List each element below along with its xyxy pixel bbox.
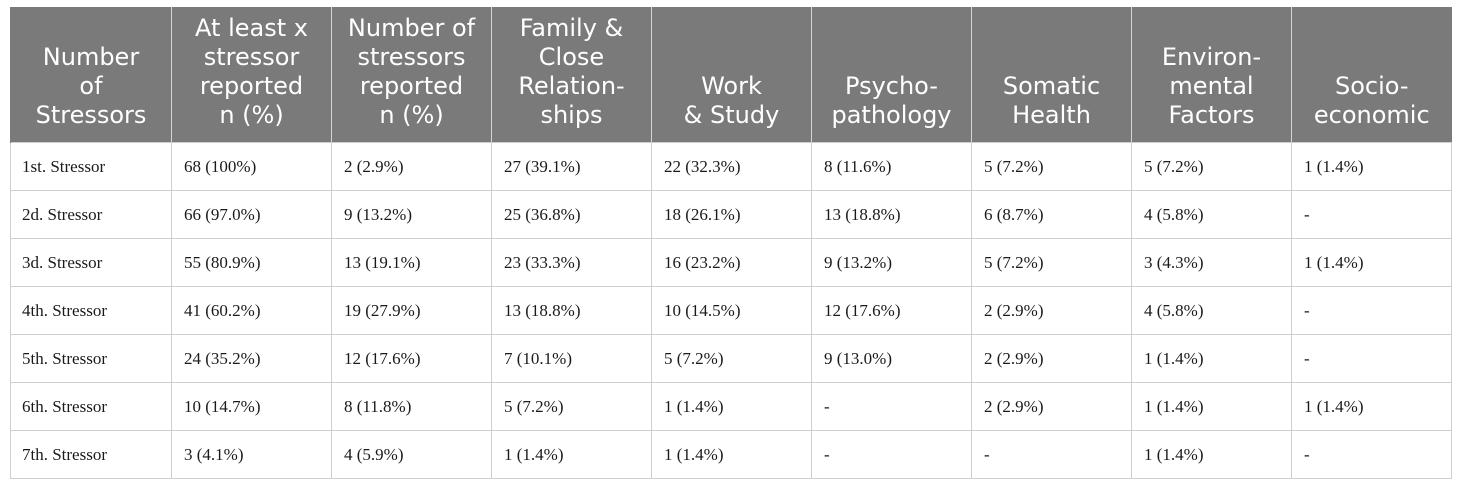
table-cell: - xyxy=(811,430,972,479)
table-cell: 5 (7.2%) xyxy=(971,238,1132,287)
table-cell: 1 (1.4%) xyxy=(1291,382,1452,431)
row-label: 2d. Stressor xyxy=(10,190,172,239)
table-cell: 13 (18.8%) xyxy=(491,286,652,335)
table-cell: 2 (2.9%) xyxy=(331,142,492,191)
table-cell: 27 (39.1%) xyxy=(491,142,652,191)
table-cell: 1 (1.4%) xyxy=(651,430,812,479)
table-cell: 9 (13.0%) xyxy=(811,334,972,383)
table-row: 5th. Stressor 24 (35.2%) 12 (17.6%) 7 (1… xyxy=(10,334,1452,383)
table-cell: 1 (1.4%) xyxy=(1131,430,1292,479)
table-cell: - xyxy=(1291,190,1452,239)
table-cell: 5 (7.2%) xyxy=(1131,142,1292,191)
row-label: 6th. Stressor xyxy=(10,382,172,431)
table-cell: 55 (80.9%) xyxy=(171,238,332,287)
table-cell: 68 (100%) xyxy=(171,142,332,191)
table-body: 1st. Stressor 68 (100%) 2 (2.9%) 27 (39.… xyxy=(10,142,1452,479)
table-cell: 1 (1.4%) xyxy=(1131,382,1292,431)
table-row: 7th. Stressor 3 (4.1%) 4 (5.9%) 1 (1.4%)… xyxy=(10,430,1452,479)
table-cell: 1 (1.4%) xyxy=(1291,238,1452,287)
table-cell: - xyxy=(1291,334,1452,383)
table-cell: 19 (27.9%) xyxy=(331,286,492,335)
table-cell: - xyxy=(971,430,1132,479)
table-cell: 1 (1.4%) xyxy=(651,382,812,431)
column-header-psychopathology: Psycho- pathology xyxy=(811,7,972,143)
table-cell: 22 (32.3%) xyxy=(651,142,812,191)
table-cell: 5 (7.2%) xyxy=(651,334,812,383)
table-cell: 13 (19.1%) xyxy=(331,238,492,287)
table-cell: 10 (14.7%) xyxy=(171,382,332,431)
table-cell: 25 (36.8%) xyxy=(491,190,652,239)
table-cell: 1 (1.4%) xyxy=(1131,334,1292,383)
table-cell: 23 (33.3%) xyxy=(491,238,652,287)
column-header-number-reported: Number of stressors reported n (%) xyxy=(331,7,492,143)
table-cell: 18 (26.1%) xyxy=(651,190,812,239)
row-label: 3d. Stressor xyxy=(10,238,172,287)
table-cell: 2 (2.9%) xyxy=(971,334,1132,383)
table-cell: 8 (11.6%) xyxy=(811,142,972,191)
table-cell: 3 (4.3%) xyxy=(1131,238,1292,287)
table-cell: 16 (23.2%) xyxy=(651,238,812,287)
row-label: 5th. Stressor xyxy=(10,334,172,383)
table-cell: 8 (11.8%) xyxy=(331,382,492,431)
table-cell: 5 (7.2%) xyxy=(491,382,652,431)
table-row: 6th. Stressor 10 (14.7%) 8 (11.8%) 5 (7.… xyxy=(10,382,1452,431)
row-label: 1st. Stressor xyxy=(10,142,172,191)
table-cell: - xyxy=(1291,286,1452,335)
column-header-somatic-health: Somatic Health xyxy=(971,7,1132,143)
table-cell: 7 (10.1%) xyxy=(491,334,652,383)
table-cell: 12 (17.6%) xyxy=(331,334,492,383)
column-header-work-study: Work & Study xyxy=(651,7,812,143)
table-cell: 4 (5.8%) xyxy=(1131,190,1292,239)
table-cell: 13 (18.8%) xyxy=(811,190,972,239)
table-cell: 12 (17.6%) xyxy=(811,286,972,335)
stressors-table: Number of Stressors At least x stressor … xyxy=(10,7,1452,479)
table-cell: 66 (97.0%) xyxy=(171,190,332,239)
table-cell: 2 (2.9%) xyxy=(971,286,1132,335)
table-cell: 5 (7.2%) xyxy=(971,142,1132,191)
row-label: 4th. Stressor xyxy=(10,286,172,335)
table-cell: 1 (1.4%) xyxy=(1291,142,1452,191)
table-header: Number of Stressors At least x stressor … xyxy=(10,7,1452,143)
column-header-family-relationships: Family & Close Relation- ships xyxy=(491,7,652,143)
column-header-environmental-factors: Environ- mental Factors xyxy=(1131,7,1292,143)
table-cell: 10 (14.5%) xyxy=(651,286,812,335)
table-cell: 1 (1.4%) xyxy=(491,430,652,479)
table-cell: 9 (13.2%) xyxy=(811,238,972,287)
column-header-number-of-stressors: Number of Stressors xyxy=(10,7,172,143)
table-cell: 9 (13.2%) xyxy=(331,190,492,239)
table-row: 4th. Stressor 41 (60.2%) 19 (27.9%) 13 (… xyxy=(10,286,1452,335)
table-cell: 24 (35.2%) xyxy=(171,334,332,383)
table-row: 3d. Stressor 55 (80.9%) 13 (19.1%) 23 (3… xyxy=(10,238,1452,287)
table-row: 1st. Stressor 68 (100%) 2 (2.9%) 27 (39.… xyxy=(10,142,1452,191)
table-cell: 41 (60.2%) xyxy=(171,286,332,335)
table-cell: - xyxy=(811,382,972,431)
header-row: Number of Stressors At least x stressor … xyxy=(10,7,1452,143)
table-cell: - xyxy=(1291,430,1452,479)
table-cell: 3 (4.1%) xyxy=(171,430,332,479)
table-cell: 2 (2.9%) xyxy=(971,382,1132,431)
row-label: 7th. Stressor xyxy=(10,430,172,479)
table-cell: 4 (5.9%) xyxy=(331,430,492,479)
table-cell: 6 (8.7%) xyxy=(971,190,1132,239)
table-row: 2d. Stressor 66 (97.0%) 9 (13.2%) 25 (36… xyxy=(10,190,1452,239)
column-header-at-least-x-stressor: At least x stressor reported n (%) xyxy=(171,7,332,143)
column-header-socioeconomic: Socio- economic xyxy=(1291,7,1452,143)
table-cell: 4 (5.8%) xyxy=(1131,286,1292,335)
